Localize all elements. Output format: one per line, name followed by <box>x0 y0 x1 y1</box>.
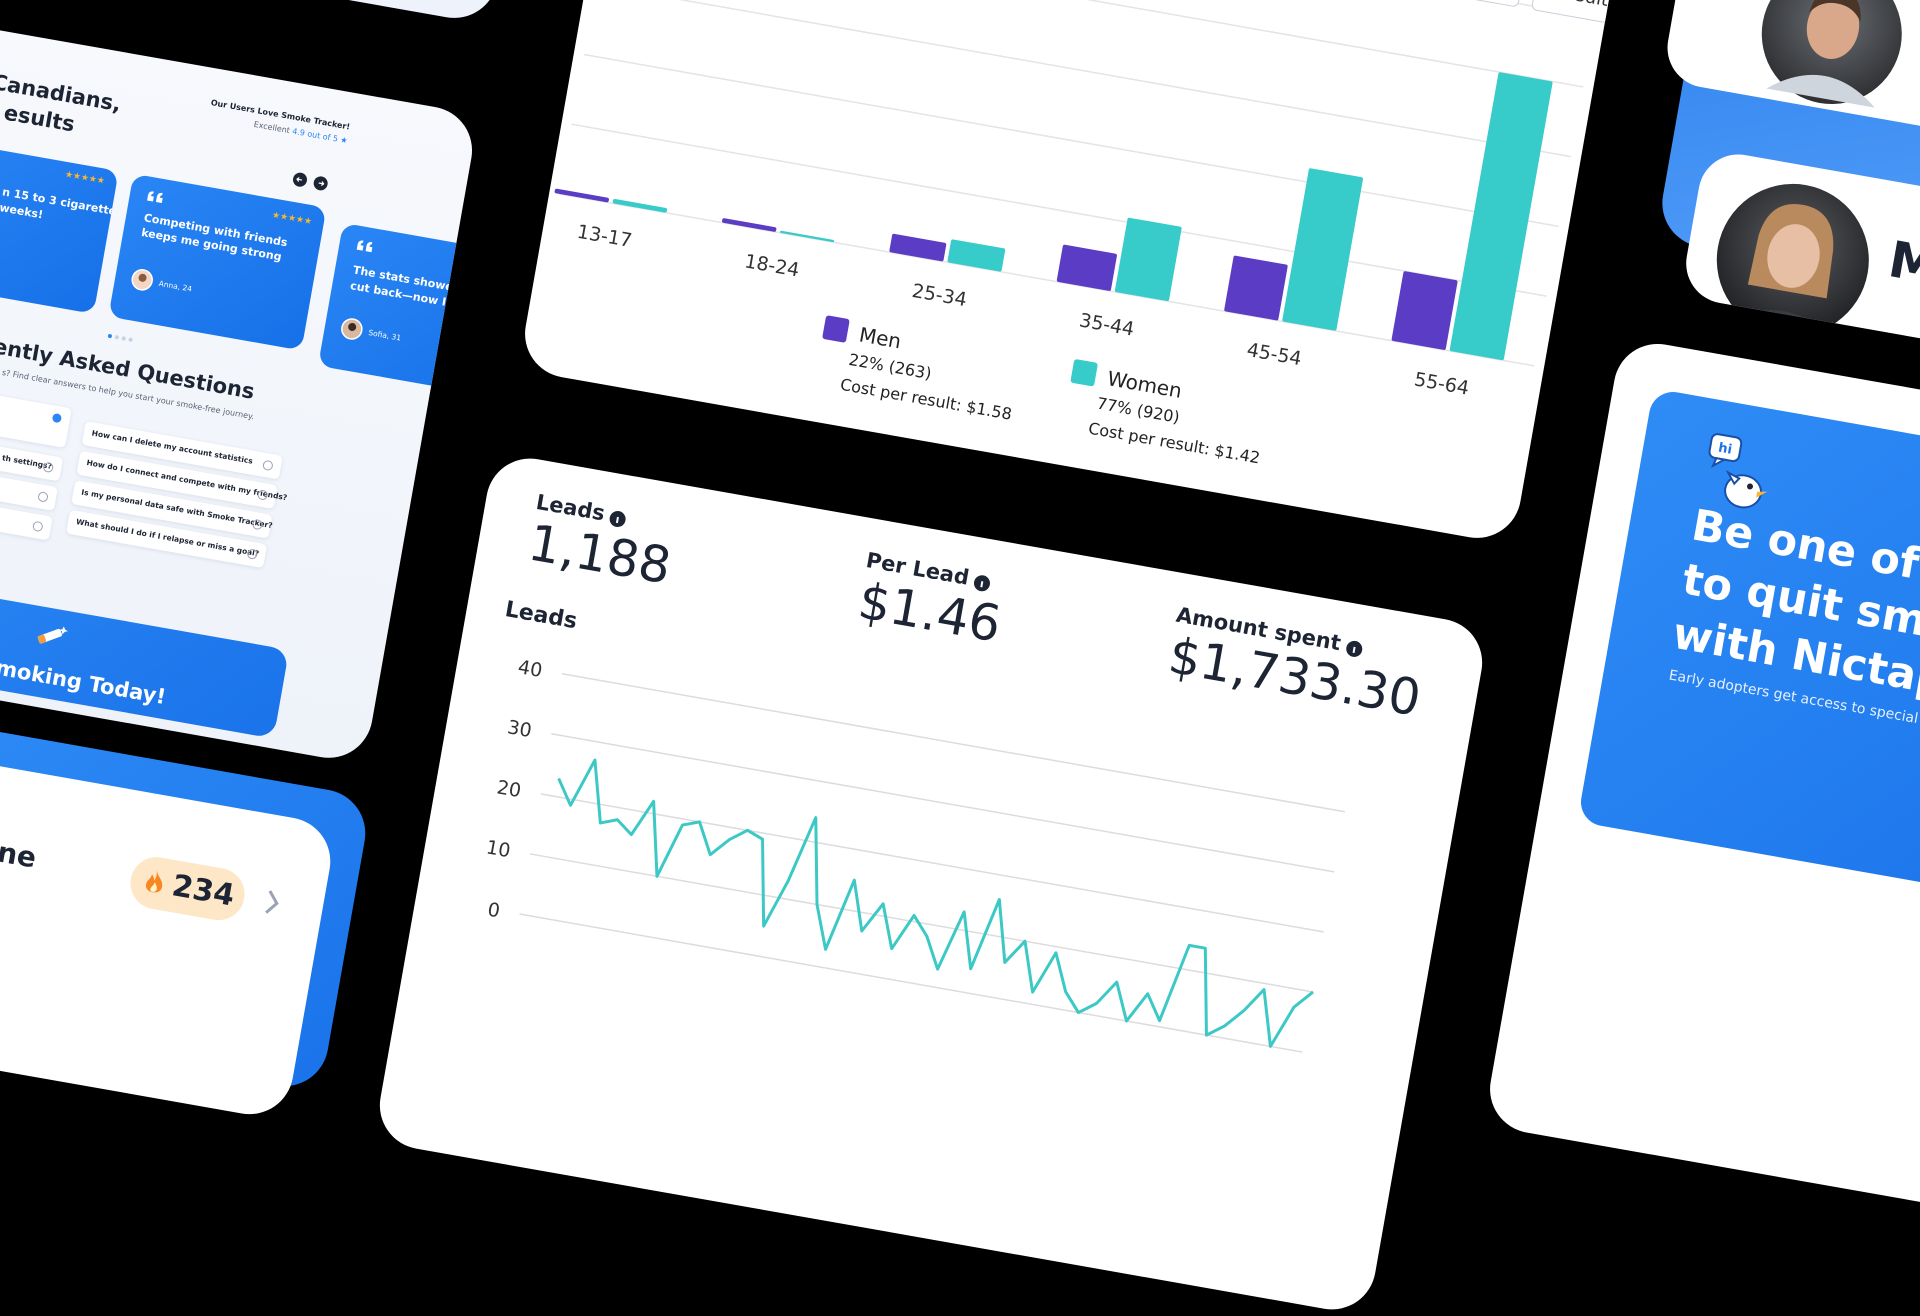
bar <box>1224 255 1288 321</box>
grid-line <box>559 193 1535 367</box>
bar <box>1449 72 1553 361</box>
filter-label: Result <box>1552 0 1610 11</box>
y-tick-label: 0 <box>486 899 502 923</box>
bar <box>947 239 1006 272</box>
streak-count: 234 <box>169 868 238 914</box>
screens-collage: Canadians, esults Our Users Love Smoke T… <box>0 0 1920 916</box>
carousel-dots <box>107 334 133 342</box>
bar <box>1114 217 1182 302</box>
review-author: Anna, 24 <box>158 278 193 294</box>
faq-toggle <box>37 491 49 503</box>
mascot-bubble: hi <box>1717 441 1733 458</box>
grid-line <box>540 793 1324 933</box>
demographics-card: 13-17 18-24 25-34 35-44 45-54 55-64 Men 22% (26… <box>518 0 1624 545</box>
profile-tile <box>1661 0 1920 147</box>
legend-swatch <box>822 315 850 343</box>
bar <box>554 188 609 203</box>
line-chart: Leads 0 10 20 30 40 <box>485 597 1345 1053</box>
grid-line <box>571 123 1547 297</box>
faq-item-open[interactable] <box>0 373 72 448</box>
avatar <box>131 269 153 291</box>
quote-icon <box>356 240 373 253</box>
review-author: Sofia, 31 <box>367 327 402 343</box>
cta-banner: moking Today! <box>0 544 290 739</box>
x-tick-label: 45-54 <box>1245 339 1303 370</box>
bar <box>1056 244 1117 291</box>
bar <box>780 230 835 243</box>
streak-pill: 234 <box>126 853 249 925</box>
profile-photo <box>1761 0 1902 108</box>
y-tick-label: 20 <box>495 776 523 802</box>
streak-label: ne <box>0 835 39 875</box>
bar <box>1391 271 1458 350</box>
streak-card: ne 234 <box>0 738 338 1122</box>
faq-toggle <box>251 518 264 531</box>
open-icon <box>52 413 62 423</box>
carousel-arrows[interactable] <box>290 169 333 196</box>
chart-title: Leads <box>503 597 579 634</box>
leads-line <box>557 758 1314 1048</box>
grid-line <box>530 853 1314 993</box>
review-card: The stats showed cut back—now I'm Sofia,… <box>317 222 479 400</box>
faq-toggle <box>42 461 55 474</box>
review-card: ★★★★★ Competing with friends keeps me go… <box>108 173 327 351</box>
testimonials-card: Canadians, esults Our Users Love Smoke T… <box>0 0 479 765</box>
grid-line <box>561 672 1345 813</box>
y-tick-label: 30 <box>506 716 534 742</box>
x-tick-label: 35-44 <box>1078 309 1136 340</box>
faq-toggle <box>32 520 44 533</box>
arrow-glyphs <box>296 177 325 186</box>
grid-line <box>551 733 1335 873</box>
mascot: hi <box>1708 433 1768 509</box>
profile-tile: M <box>1679 148 1920 362</box>
y-tick-label: 10 <box>485 836 513 862</box>
profile-initial: M <box>1884 230 1920 296</box>
grid-line <box>519 913 1303 1053</box>
leads-card: Leads 1,188 Per Lead $1.46 Amount spent … <box>372 451 1490 1316</box>
quote-icon <box>147 191 163 204</box>
waitlist-card: hi Be one of the to quit smok with Nicta… <box>1483 336 1920 1230</box>
bar <box>722 218 777 232</box>
legend-swatch <box>1070 359 1098 387</box>
x-tick-label: 25-34 <box>910 280 968 311</box>
faq-toggle <box>246 548 259 560</box>
review-stars: ★★★★★ <box>271 210 313 228</box>
y-tick-label: 40 <box>516 656 544 682</box>
bar <box>612 198 668 213</box>
x-tick-label: 18-24 <box>743 250 801 281</box>
grid-line <box>583 53 1559 228</box>
flame-icon <box>145 870 163 893</box>
bar <box>1282 168 1363 331</box>
faq-toggle <box>256 489 269 501</box>
avatar <box>341 318 363 340</box>
sliver-card <box>0 0 525 25</box>
banner-text: moking Today! <box>0 655 168 710</box>
grid-line <box>595 0 1572 158</box>
x-tick-label: 55-64 <box>1413 368 1471 399</box>
banner-icon <box>37 626 69 644</box>
rating-prefix: Excellent <box>253 119 291 136</box>
waitlist-hero: hi Be one of the to quit smok with Nicta… <box>1577 388 1920 919</box>
review-stars: ★★★★★ <box>64 169 106 187</box>
legend-label: Men <box>857 322 903 353</box>
grid-line <box>608 0 1584 88</box>
profile-photo <box>1716 183 1869 341</box>
bar <box>889 233 947 262</box>
faq-toggle <box>262 459 274 472</box>
chevron[interactable] <box>260 886 285 919</box>
x-tick-label: 13-17 <box>575 221 633 252</box>
review-card: ★★★★★ n 15 to 3 cigarettes weeks! <box>0 136 119 314</box>
